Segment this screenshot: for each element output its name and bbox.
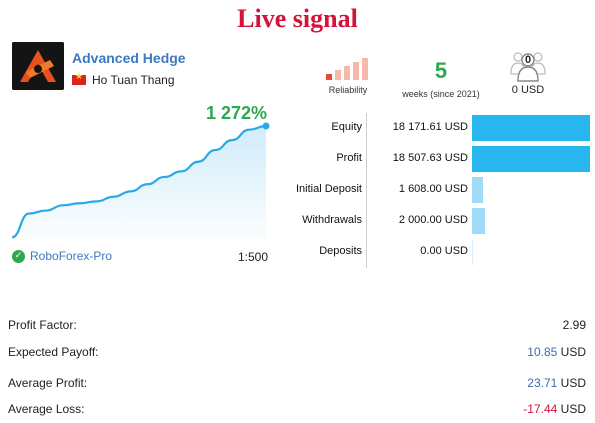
- stat-divider: [366, 206, 367, 237]
- metric-unit: USD: [557, 402, 586, 416]
- growth-area: [12, 126, 266, 238]
- metric-unit: USD: [557, 376, 586, 390]
- stat-row: Equity 18 171.61 USD: [280, 113, 592, 144]
- metric-number: 10.85: [527, 345, 558, 359]
- metric-value: 10.85 USD: [527, 345, 586, 359]
- growth-end-dot: [262, 122, 270, 130]
- stat-row: Initial Deposit 1 608.00 USD: [280, 175, 592, 206]
- stat-divider: [366, 175, 367, 206]
- reliability-bar: [335, 70, 341, 80]
- stat-row: Withdrawals 2 000.00 USD: [280, 206, 592, 237]
- metric-number: 23.71: [527, 376, 558, 390]
- reliability-bar: [344, 66, 350, 80]
- stat-divider: [366, 144, 367, 175]
- author-name[interactable]: Ho Tuan Thang: [92, 73, 175, 87]
- stat-bar: [472, 208, 485, 234]
- stat-bar-track: [472, 177, 590, 203]
- stat-bar: [472, 239, 473, 265]
- subscribers-count: 0: [524, 54, 532, 66]
- metric-unit: USD: [557, 345, 586, 359]
- metric-number: 2.99: [562, 318, 586, 332]
- subscribers-block: 0 0 USD: [503, 48, 553, 96]
- page-headline: Live signal: [237, 4, 358, 33]
- metric-value: 2.99: [563, 318, 586, 332]
- stat-label: Initial Deposit: [295, 183, 362, 195]
- stat-label: Deposits: [319, 245, 362, 257]
- stat-value: 18 171.61 USD: [392, 121, 468, 133]
- growth-line: [11, 124, 267, 239]
- stat-bar-track: [472, 115, 590, 141]
- metric-value: 23.71 USD: [527, 376, 586, 390]
- signal-logo: [12, 42, 64, 90]
- reliability-bars: [322, 58, 374, 80]
- stat-bar: [472, 146, 590, 172]
- metric-row: Profit Factor: 2.99: [8, 318, 586, 336]
- metric-row: Average Loss: -17.44 USD: [8, 402, 586, 420]
- check-circle-icon: ✓: [12, 249, 25, 263]
- stat-row: Deposits 0.00 USD: [280, 237, 592, 268]
- leverage: 1:500: [238, 250, 269, 264]
- metric-label: Average Profit:: [8, 376, 88, 390]
- stat-value: 1 608.00 USD: [398, 183, 468, 195]
- reliability-indicator: Reliability: [322, 58, 374, 95]
- metric-label: Expected Payoff:: [8, 345, 99, 359]
- reliability-bar: [353, 62, 359, 80]
- broker-row: ✓ RoboForex-Pro: [12, 249, 112, 263]
- weeks-label: weeks (since 2021): [402, 89, 480, 99]
- broker-name[interactable]: RoboForex-Pro: [30, 249, 113, 263]
- stat-divider: [366, 113, 367, 144]
- reliability-label: Reliability: [328, 85, 368, 95]
- weeks-block: 5 weeks (since 2021): [396, 58, 486, 100]
- stat-bar: [472, 177, 483, 203]
- signal-name[interactable]: Advanced Hedge: [72, 50, 186, 66]
- metric-label: Average Loss:: [8, 402, 85, 416]
- reliability-bar: [362, 58, 368, 80]
- author-row: Ho Tuan Thang: [72, 72, 175, 87]
- users-icon: 0: [508, 48, 548, 82]
- metric-row: Average Profit: 23.71 USD: [8, 376, 586, 394]
- growth-chart: [11, 122, 270, 239]
- stat-label: Withdrawals: [302, 214, 362, 226]
- metric-number: -17.44: [523, 402, 558, 416]
- weeks-value: 5: [434, 58, 448, 83]
- stat-label: Profit: [336, 152, 362, 164]
- vietnam-flag-icon: [72, 72, 86, 85]
- stat-row: Profit 18 507.63 USD: [280, 144, 592, 175]
- stat-bar-track: [472, 146, 590, 172]
- stat-bar-track: [472, 239, 590, 265]
- stat-bar-track: [472, 208, 590, 234]
- growth-value: 1 272%: [206, 103, 268, 123]
- stat-divider: [366, 237, 367, 268]
- stat-value: 2 000.00 USD: [398, 214, 468, 226]
- reliability-bar: [326, 74, 332, 80]
- subscribers-value: 0 USD: [511, 84, 545, 96]
- stat-label: Equity: [331, 121, 362, 133]
- metric-value: -17.44 USD: [523, 402, 586, 416]
- stat-value: 18 507.63 USD: [392, 152, 468, 164]
- stat-value: 0.00 USD: [420, 245, 468, 257]
- stat-bar: [472, 115, 590, 141]
- metric-row: Expected Payoff: 10.85 USD: [8, 345, 586, 363]
- metric-label: Profit Factor:: [8, 318, 77, 332]
